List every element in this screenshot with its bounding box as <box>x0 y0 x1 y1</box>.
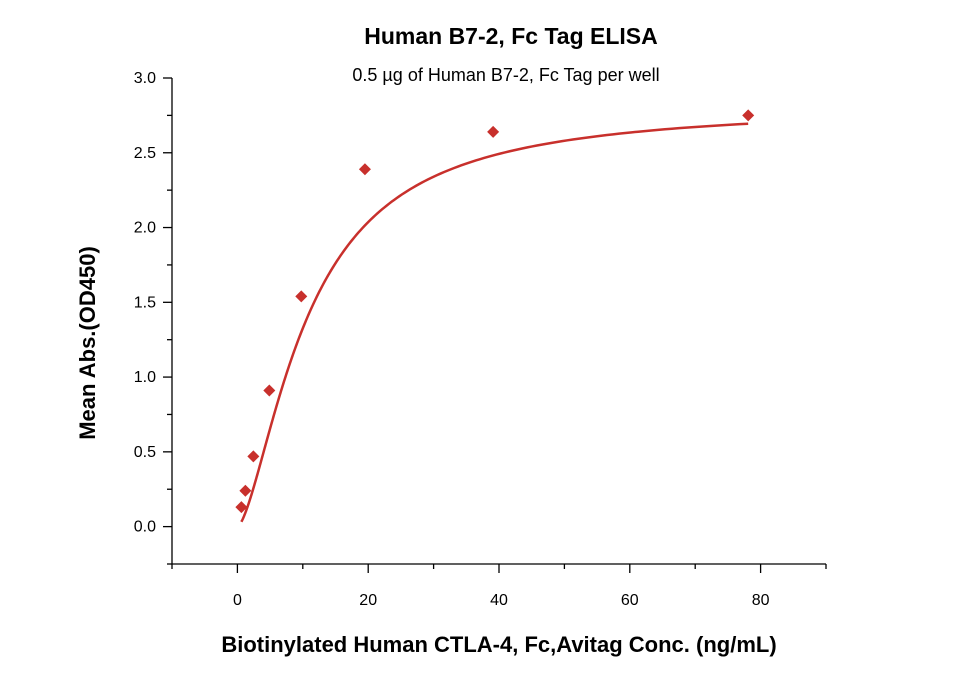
data-point <box>235 501 248 514</box>
x-axis-label: Biotinylated Human CTLA-4, Fc,Avitag Con… <box>221 632 776 657</box>
chart-title: Human B7-2, Fc Tag ELISA <box>364 23 658 49</box>
y-tick-label: 2.5 <box>134 145 156 162</box>
y-tick-label: 0.5 <box>134 444 156 461</box>
x-tick-label: 0 <box>233 592 242 609</box>
x-tick-label: 80 <box>752 592 770 609</box>
data-point <box>742 109 755 122</box>
y-axis: 0.0 0.5 1.0 1.5 2.0 2.5 3.0 <box>134 70 173 565</box>
y-tick-label: 1.0 <box>134 369 156 386</box>
y-tick-label: 1.5 <box>134 294 156 311</box>
x-axis: 0 20 40 60 80 <box>171 563 827 609</box>
data-point <box>247 450 260 463</box>
y-tick-label: 3.0 <box>134 70 156 87</box>
y-axis-label: Mean Abs.(OD450) <box>75 246 100 440</box>
data-point <box>487 125 500 138</box>
chart-subtitle: 0.5 µg of Human B7-2, Fc Tag per well <box>352 65 659 85</box>
data-points <box>235 109 755 514</box>
x-tick-label: 20 <box>359 592 377 609</box>
y-tick-label: 2.0 <box>134 220 156 237</box>
x-tick-label: 40 <box>490 592 508 609</box>
x-tick-label: 60 <box>621 592 639 609</box>
y-tick-label: 0.0 <box>134 519 156 536</box>
data-point <box>295 290 308 303</box>
data-point <box>263 384 276 397</box>
data-point <box>358 163 371 176</box>
fit-curve <box>240 122 749 523</box>
data-point <box>239 484 252 497</box>
